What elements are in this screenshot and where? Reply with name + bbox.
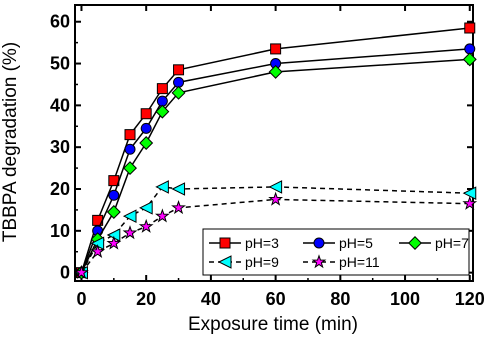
data-point: [122, 209, 137, 223]
data-point: [171, 182, 186, 196]
data-point: [124, 143, 136, 155]
data-point: [124, 129, 136, 141]
y-tick-label: 0: [60, 263, 70, 283]
plot-frame: [74, 4, 474, 282]
legend-label: pH=5: [339, 235, 373, 251]
data-point: [139, 136, 154, 150]
data-point: [90, 243, 106, 259]
y-tick-label: 30: [50, 137, 70, 157]
data-point: [268, 180, 283, 194]
legend-item: pH=5: [303, 235, 373, 251]
legend-label: pH=3: [245, 235, 279, 251]
x-tick-label: 100: [390, 289, 420, 309]
legend-box: [202, 228, 470, 276]
data-point: [156, 83, 168, 95]
legend-item: pH=9: [209, 254, 279, 270]
data-point: [154, 208, 170, 223]
legend-label: pH=7: [435, 235, 469, 251]
data-point: [171, 85, 186, 100]
data-point: [462, 52, 477, 67]
data-point: [122, 225, 138, 240]
legend-marker: [219, 237, 231, 249]
y-tick-label: 40: [50, 95, 70, 115]
x-tick-label: 0: [76, 289, 86, 309]
y-tick-label: 60: [50, 12, 70, 32]
legend-label: pH=9: [245, 254, 279, 270]
data-point: [171, 200, 186, 215]
data-point: [108, 189, 120, 201]
legend-marker: [311, 254, 327, 269]
data-point: [268, 191, 284, 206]
data-point: [155, 104, 170, 119]
data-point: [106, 205, 121, 219]
x-tick-label: 60: [266, 289, 286, 309]
legend-item: pH=3: [209, 235, 279, 251]
x-tick-label: 80: [330, 289, 350, 309]
series-4: [74, 191, 478, 279]
data-point: [140, 108, 152, 120]
data-point: [138, 218, 154, 233]
data-point: [140, 122, 152, 134]
data-point: [74, 264, 89, 279]
x-tick-label: 120: [455, 289, 485, 309]
data-point: [268, 64, 283, 79]
x-tick-label: 20: [136, 289, 156, 309]
data-point: [173, 64, 185, 76]
x-tick-label: 40: [201, 289, 221, 309]
data-point: [123, 161, 137, 176]
y-axis-label: TBBPA degradation (%): [0, 42, 21, 242]
data-point: [106, 235, 122, 250]
data-point: [155, 180, 169, 194]
legend: pH=3 pH=5 pH=7 pH=9 pH=11: [202, 228, 470, 276]
data-point: [464, 22, 476, 34]
y-tick-label: 10: [50, 221, 70, 241]
data-point: [462, 195, 478, 210]
x-axis-label: Exposure time (min): [188, 314, 358, 335]
legend-marker: [217, 255, 232, 269]
legend-marker: [313, 237, 325, 249]
y-tick-label: 20: [50, 179, 70, 199]
data-point: [139, 201, 153, 215]
legend-marker: [408, 236, 422, 250]
data-point: [270, 43, 282, 55]
y-tick-label: 50: [50, 54, 70, 74]
legend-item: pH=7: [399, 235, 469, 251]
legend-label: pH=11: [339, 254, 380, 270]
legend-item: pH=11: [303, 254, 380, 270]
